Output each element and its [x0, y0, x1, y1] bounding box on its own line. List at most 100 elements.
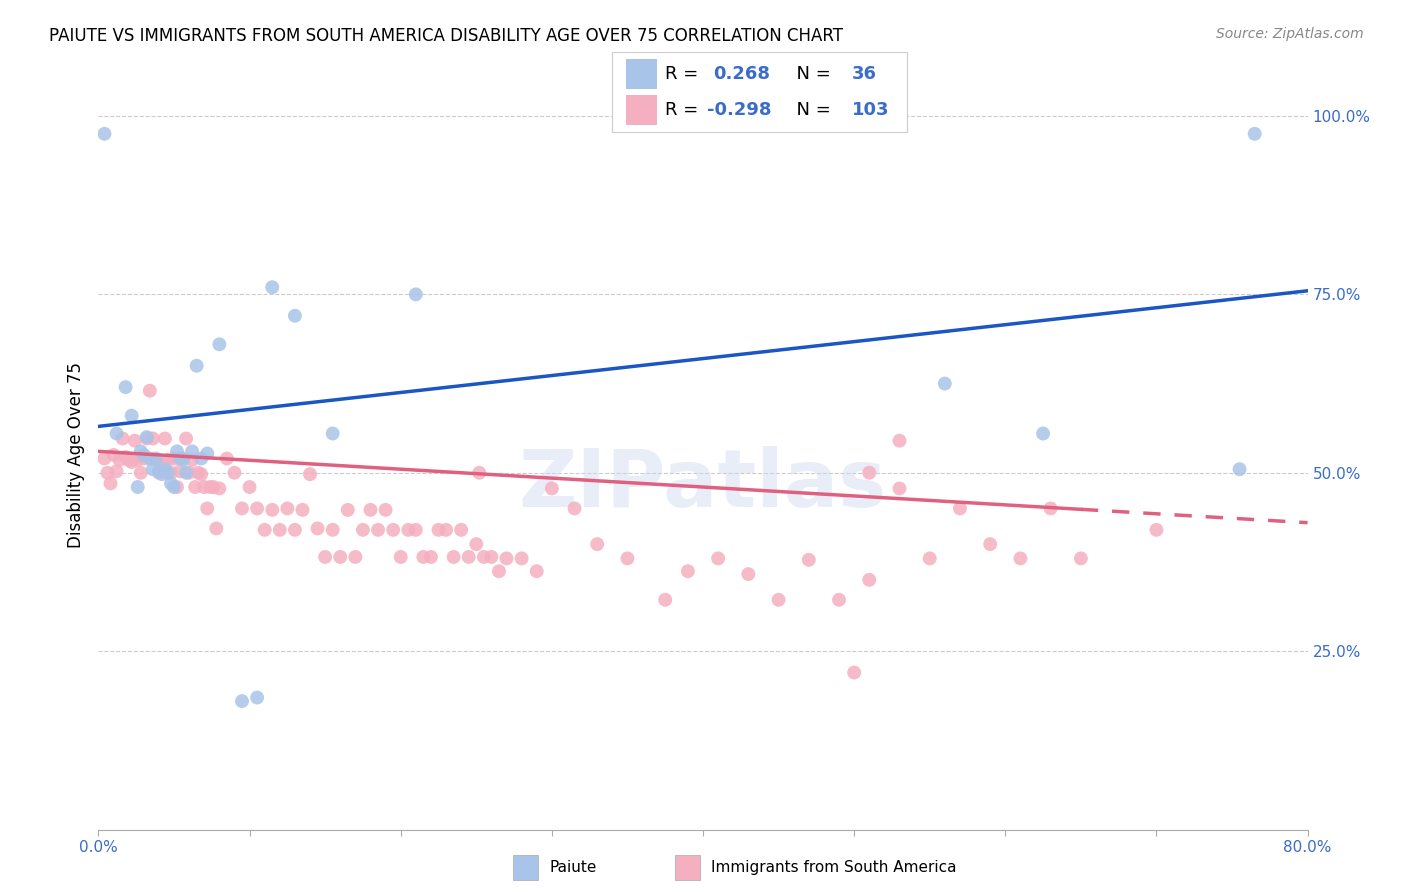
Point: [1144, 523, 1167, 537]
Point: [472, 549, 495, 564]
Point: [844, 665, 866, 680]
Point: [166, 480, 188, 494]
Point: [224, 466, 246, 480]
Point: [420, 549, 443, 564]
Point: [208, 337, 231, 351]
Point: [360, 503, 382, 517]
Text: 36: 36: [852, 65, 877, 83]
Point: [246, 501, 269, 516]
Point: [163, 480, 186, 494]
Point: [129, 466, 152, 480]
Point: [322, 523, 344, 537]
Point: [427, 523, 450, 537]
Point: [284, 309, 307, 323]
Point: [174, 466, 197, 480]
Point: [676, 564, 699, 578]
Point: [174, 432, 197, 446]
Point: [329, 549, 352, 564]
Point: [121, 455, 143, 469]
Point: [208, 482, 231, 496]
Point: [169, 451, 191, 466]
Point: [202, 480, 225, 494]
Text: N =: N =: [785, 101, 837, 119]
Point: [291, 503, 314, 517]
Point: [1010, 551, 1032, 566]
Point: [135, 432, 157, 446]
Point: [190, 451, 212, 466]
Point: [918, 551, 941, 566]
Point: [336, 503, 359, 517]
Point: [307, 521, 329, 535]
Point: [190, 467, 212, 482]
Point: [166, 444, 188, 458]
Point: [231, 501, 253, 516]
Point: [163, 451, 186, 466]
Point: [148, 466, 170, 480]
Point: [1243, 127, 1265, 141]
Point: [114, 380, 136, 394]
Point: [96, 466, 118, 480]
Point: [118, 453, 141, 467]
Point: [150, 455, 173, 469]
Point: [468, 466, 491, 480]
Point: [510, 551, 533, 566]
Point: [450, 523, 472, 537]
Point: [172, 451, 194, 466]
Point: [262, 503, 284, 517]
Point: [540, 482, 562, 496]
Point: [344, 549, 367, 564]
Text: Paiute: Paiute: [550, 860, 598, 874]
Point: [193, 480, 215, 494]
Point: [150, 467, 173, 482]
Point: [858, 466, 880, 480]
Point: [156, 453, 179, 467]
Point: [526, 564, 548, 578]
Text: PAIUTE VS IMMIGRANTS FROM SOUTH AMERICA DISABILITY AGE OVER 75 CORRELATION CHART: PAIUTE VS IMMIGRANTS FROM SOUTH AMERICA …: [49, 27, 844, 45]
Point: [564, 501, 586, 516]
Point: [949, 501, 972, 516]
Point: [707, 551, 730, 566]
Point: [93, 451, 115, 466]
Point: [129, 444, 152, 458]
Point: [246, 690, 269, 705]
Point: [132, 451, 155, 466]
Point: [139, 384, 162, 398]
Point: [205, 521, 228, 535]
Point: [488, 564, 510, 578]
Point: [616, 551, 638, 566]
Point: [768, 592, 790, 607]
Point: [1032, 426, 1054, 441]
Point: [215, 451, 238, 466]
Point: [181, 444, 204, 458]
Point: [737, 567, 759, 582]
Point: [276, 501, 298, 516]
Text: Source: ZipAtlas.com: Source: ZipAtlas.com: [1216, 27, 1364, 41]
Point: [121, 409, 143, 423]
Point: [186, 359, 208, 373]
Point: [139, 451, 162, 466]
Point: [195, 501, 218, 516]
Point: [412, 549, 434, 564]
Point: [160, 476, 183, 491]
Point: [239, 480, 262, 494]
Text: 103: 103: [852, 101, 890, 119]
Point: [889, 434, 911, 448]
Point: [495, 551, 517, 566]
Point: [352, 523, 374, 537]
Point: [586, 537, 609, 551]
Text: ZIPatlas: ZIPatlas: [519, 446, 887, 524]
Point: [179, 466, 201, 480]
Point: [195, 446, 218, 460]
Point: [797, 553, 820, 567]
Point: [200, 480, 222, 494]
Point: [465, 537, 488, 551]
Point: [142, 462, 165, 476]
Text: R =: R =: [665, 101, 704, 119]
Point: [269, 523, 291, 537]
Point: [231, 694, 253, 708]
Text: -0.298: -0.298: [707, 101, 772, 119]
Point: [481, 549, 503, 564]
Point: [979, 537, 1001, 551]
Point: [145, 453, 167, 467]
Point: [127, 480, 149, 494]
